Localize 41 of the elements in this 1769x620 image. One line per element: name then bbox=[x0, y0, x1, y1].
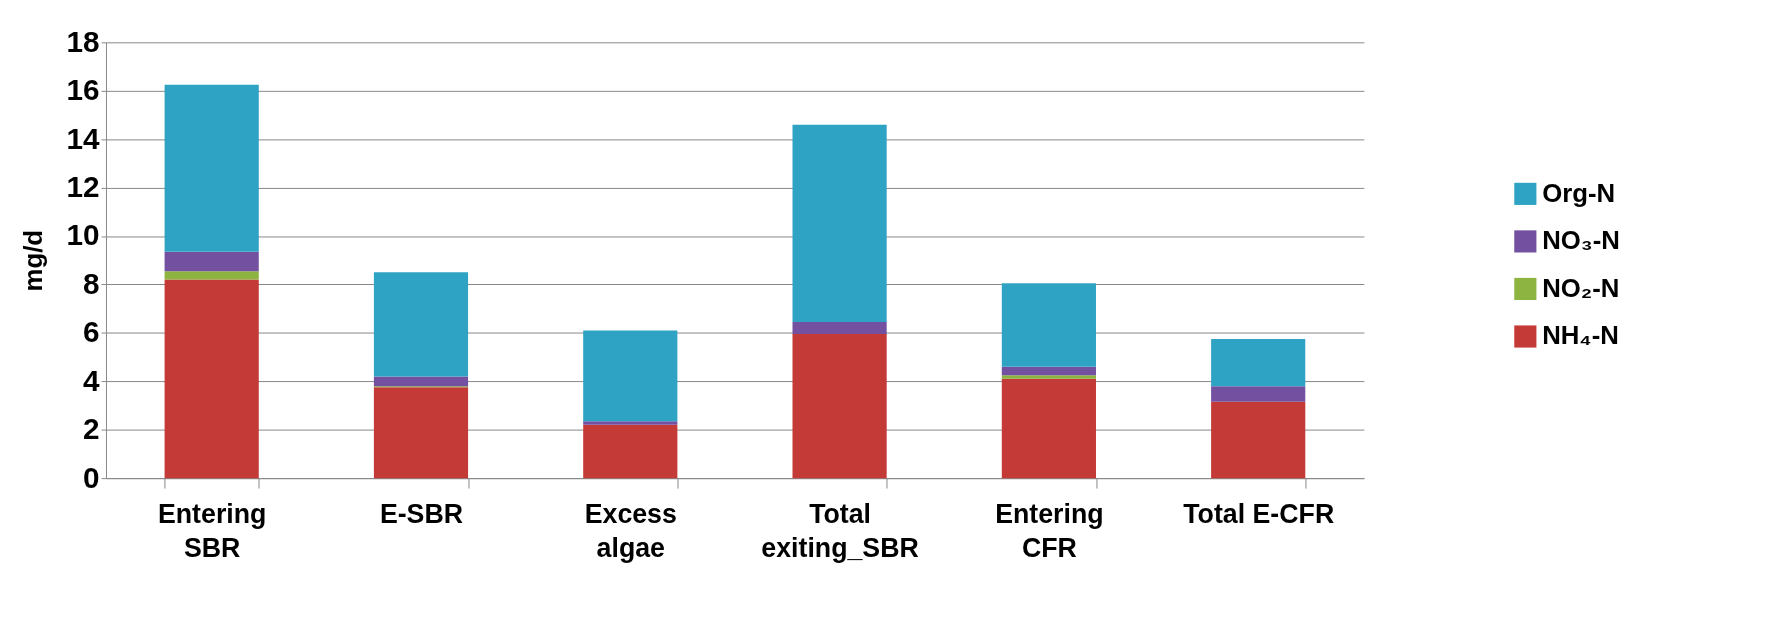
x-tick-label: Entering CFR bbox=[995, 499, 1104, 563]
legend-label: NO₃-N bbox=[1542, 226, 1620, 255]
bar bbox=[792, 334, 887, 479]
x-tick-label: Total exiting_SBR bbox=[761, 499, 919, 563]
y-tick-label: 4 bbox=[83, 363, 101, 397]
legend-label: Org-N bbox=[1542, 178, 1616, 207]
bar bbox=[792, 124, 887, 322]
bar bbox=[1001, 283, 1096, 367]
y-tick-label: 12 bbox=[66, 170, 100, 204]
bar bbox=[1211, 338, 1306, 387]
bar bbox=[373, 387, 469, 479]
bar bbox=[583, 330, 678, 422]
bar bbox=[1001, 375, 1096, 379]
y-tick-label: 16 bbox=[66, 73, 100, 107]
legend-label: NH₄-N bbox=[1542, 321, 1619, 350]
bar bbox=[164, 251, 259, 272]
bar bbox=[1211, 386, 1306, 402]
bar bbox=[164, 84, 259, 252]
bar bbox=[583, 421, 678, 425]
y-tick-label: 10 bbox=[66, 218, 100, 252]
bar bbox=[1001, 366, 1096, 376]
y-tick-label: 18 bbox=[66, 24, 100, 58]
bar bbox=[373, 272, 469, 377]
bar bbox=[1211, 401, 1306, 479]
y-axis-title: mg/d bbox=[18, 229, 47, 292]
y-tick-label: 14 bbox=[66, 121, 101, 155]
x-tick-label: E-SBR bbox=[379, 499, 464, 530]
bar bbox=[373, 376, 469, 387]
bar bbox=[583, 424, 678, 479]
bar bbox=[164, 271, 259, 280]
x-tick-label: Excess algae bbox=[584, 499, 677, 563]
y-tick-label: 6 bbox=[83, 315, 100, 349]
x-tick-label: Entering SBR bbox=[157, 499, 267, 563]
legend-label: NO₂-N bbox=[1542, 273, 1620, 302]
bar bbox=[792, 321, 887, 335]
bar bbox=[164, 279, 259, 479]
bar bbox=[1001, 378, 1096, 479]
y-tick-label: 0 bbox=[83, 460, 100, 494]
y-tick-label: 2 bbox=[83, 412, 100, 446]
x-tick-label: Total E-CFR bbox=[1183, 499, 1335, 530]
y-tick-label: 8 bbox=[83, 266, 100, 300]
